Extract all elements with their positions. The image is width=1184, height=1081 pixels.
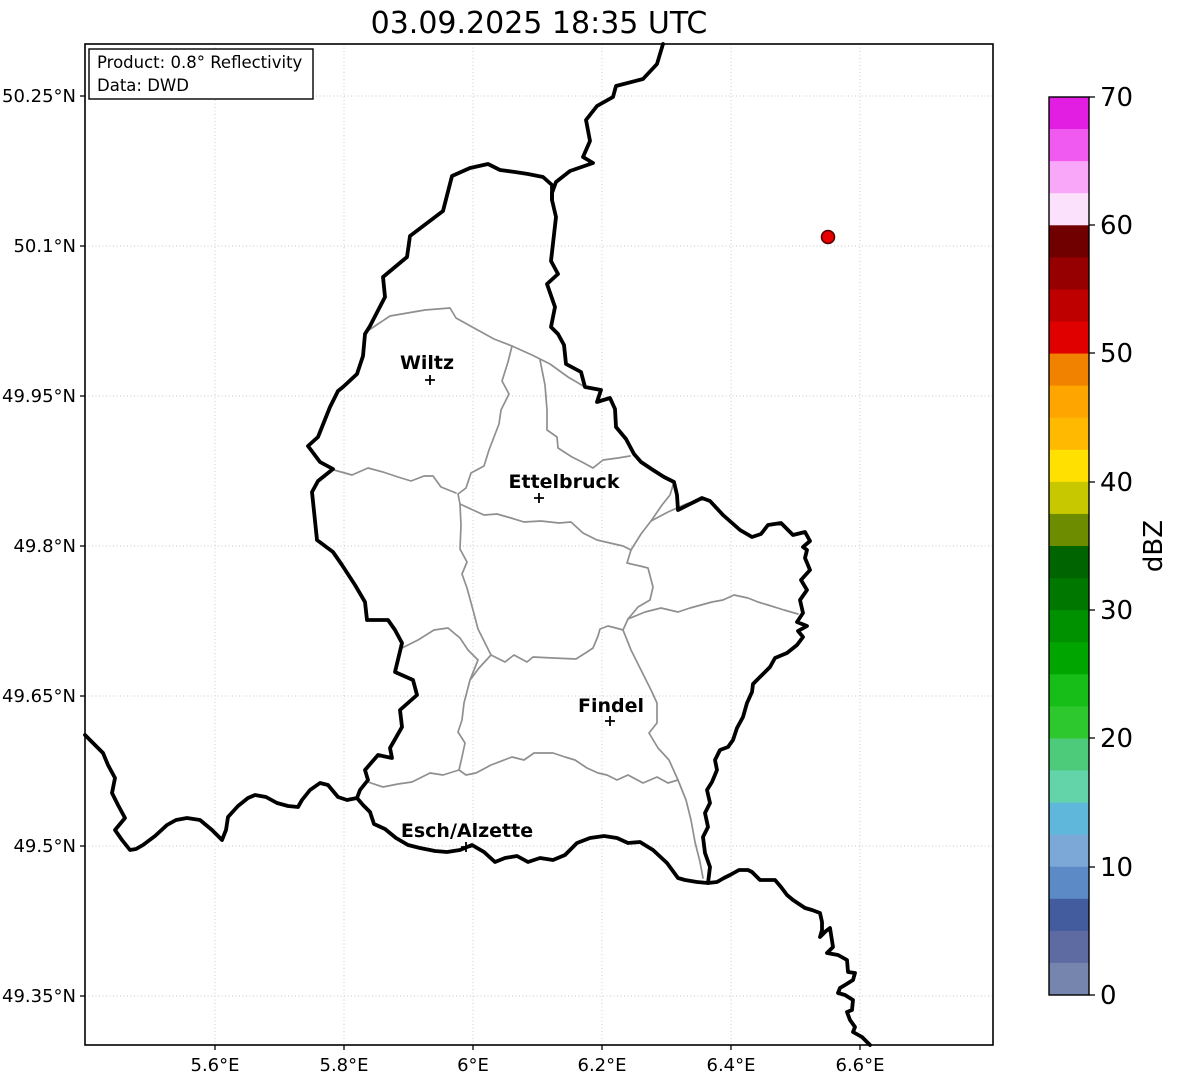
colorbar-segment (1049, 385, 1089, 419)
colorbar-segment (1049, 481, 1089, 515)
colorbar-segment (1049, 129, 1089, 162)
city-label: Findel (578, 695, 644, 717)
colorbar-segment (1049, 802, 1089, 836)
city-plus-marker (534, 493, 544, 503)
canton-border-line (627, 594, 799, 620)
x-tick-label: 6.2°E (578, 1055, 627, 1076)
border-luxembourg (306, 162, 812, 885)
axis-ticks: 5.6°E 5.8°E 6°E 6.2°E 6.4°E 6.6°E 50.25°N 50.1°… (2, 86, 885, 1076)
y-tick-label: 50.1°N (13, 236, 76, 257)
product-info-box: Product: 0.8° Reflectivity Data: DWD (88, 48, 314, 100)
colorbar-segment (1049, 193, 1089, 226)
colorbar-tick-label: 40 (1100, 468, 1133, 498)
colorbar-tick-label: 50 (1100, 339, 1133, 369)
colorbar-segment (1049, 257, 1089, 290)
city-ettelbruck: Ettelbruck (509, 471, 620, 503)
colorbar-segment (1049, 513, 1089, 547)
colorbar-segment (1049, 706, 1089, 739)
colorbar-segment (1049, 321, 1089, 355)
colorbar-segment (1049, 97, 1089, 130)
colorbar-tick-label: 0 (1100, 981, 1117, 1011)
colorbar-segment (1049, 289, 1089, 322)
x-tick-label: 6.6°E (836, 1055, 885, 1076)
border-fr-be-west (83, 733, 359, 852)
y-tick-label: 49.8°N (13, 536, 76, 557)
canton-border-line (333, 467, 457, 494)
colorbar-segment (1049, 898, 1089, 932)
plot-frame (84, 43, 994, 1046)
city-esch-alzette: Esch/Alzette (401, 820, 533, 852)
colorbar-segment (1049, 642, 1089, 675)
colorbar-tick-label: 30 (1100, 596, 1133, 626)
colorbar-outline (1048, 96, 1090, 996)
canton-border-line (539, 359, 631, 469)
canton-border-line (367, 752, 679, 788)
colorbar-axis-label: dBZ (1139, 520, 1169, 572)
colorbar-segment (1049, 417, 1089, 451)
country-borders (83, 42, 872, 1047)
product-info-line1: Product: 0.8° Reflectivity (97, 53, 303, 72)
city-plus-marker (425, 375, 435, 385)
figure-title: 03.09.2025 18:35 UTC (371, 6, 708, 41)
colorbar-segment (1049, 834, 1089, 868)
canton-border-line (457, 345, 513, 505)
colorbar-segment (1049, 770, 1089, 804)
colorbar-segment (1049, 578, 1089, 611)
product-info-box-frame (88, 48, 314, 100)
city-label: Ettelbruck (509, 471, 620, 493)
product-info-line2: Data: DWD (97, 76, 189, 95)
x-tick-label: 5.8°E (320, 1055, 369, 1076)
y-tick-label: 50.25°N (2, 86, 76, 107)
colorbar-segment (1049, 546, 1089, 579)
border-de-fr-moselle (706, 868, 872, 1047)
canton-border-line (401, 627, 479, 681)
canton-border-line (459, 503, 492, 656)
y-tick-label: 49.65°N (2, 686, 76, 707)
city-label: Esch/Alzette (401, 820, 533, 842)
colorbar-segment (1049, 161, 1089, 194)
city-plus-marker (605, 716, 615, 726)
city-wiltz: Wiltz (400, 352, 454, 385)
colorbar-segment (1049, 738, 1089, 771)
colorbar-tick-label: 60 (1100, 211, 1133, 241)
colorbar-segment (1049, 962, 1089, 996)
canton-border-line (490, 625, 624, 663)
canton-border-line (365, 307, 586, 388)
colorbar-tick-label: 20 (1100, 724, 1133, 754)
y-tick-label: 49.35°N (2, 986, 76, 1007)
colorbar-segment (1049, 353, 1089, 387)
city-plus-marker (461, 842, 471, 852)
colorbar-tick-label: 10 (1100, 853, 1133, 883)
colorbar-segment (1049, 866, 1089, 900)
border-de-be-north (550, 42, 665, 202)
colorbar: 70 60 50 40 30 20 10 0 (1048, 83, 1133, 1011)
colorbar-segment (1049, 225, 1089, 258)
colorbar-segment (1049, 674, 1089, 707)
x-tick-label: 6°E (457, 1055, 489, 1076)
colorbar-segment (1049, 930, 1089, 964)
radar-site-dot (820, 229, 836, 245)
x-tick-label: 6.4°E (707, 1055, 756, 1076)
colorbar-segment (1049, 610, 1089, 643)
city-findel: Findel (578, 695, 644, 726)
city-markers: Wiltz Ettelbruck Findel Esch/Alzette (400, 352, 644, 852)
canton-border-line (622, 629, 704, 879)
canton-border-line (459, 503, 632, 551)
canton-border-line (457, 654, 492, 771)
canton-border-line (622, 481, 675, 631)
y-tick-label: 49.95°N (2, 386, 76, 407)
colorbar-tick-label: 70 (1100, 83, 1133, 113)
canton-borders (333, 307, 799, 879)
colorbar-segment (1049, 449, 1089, 483)
city-label: Wiltz (400, 352, 454, 374)
gridlines (85, 44, 993, 1045)
x-tick-label: 5.6°E (191, 1055, 240, 1076)
y-tick-label: 49.5°N (13, 836, 76, 857)
